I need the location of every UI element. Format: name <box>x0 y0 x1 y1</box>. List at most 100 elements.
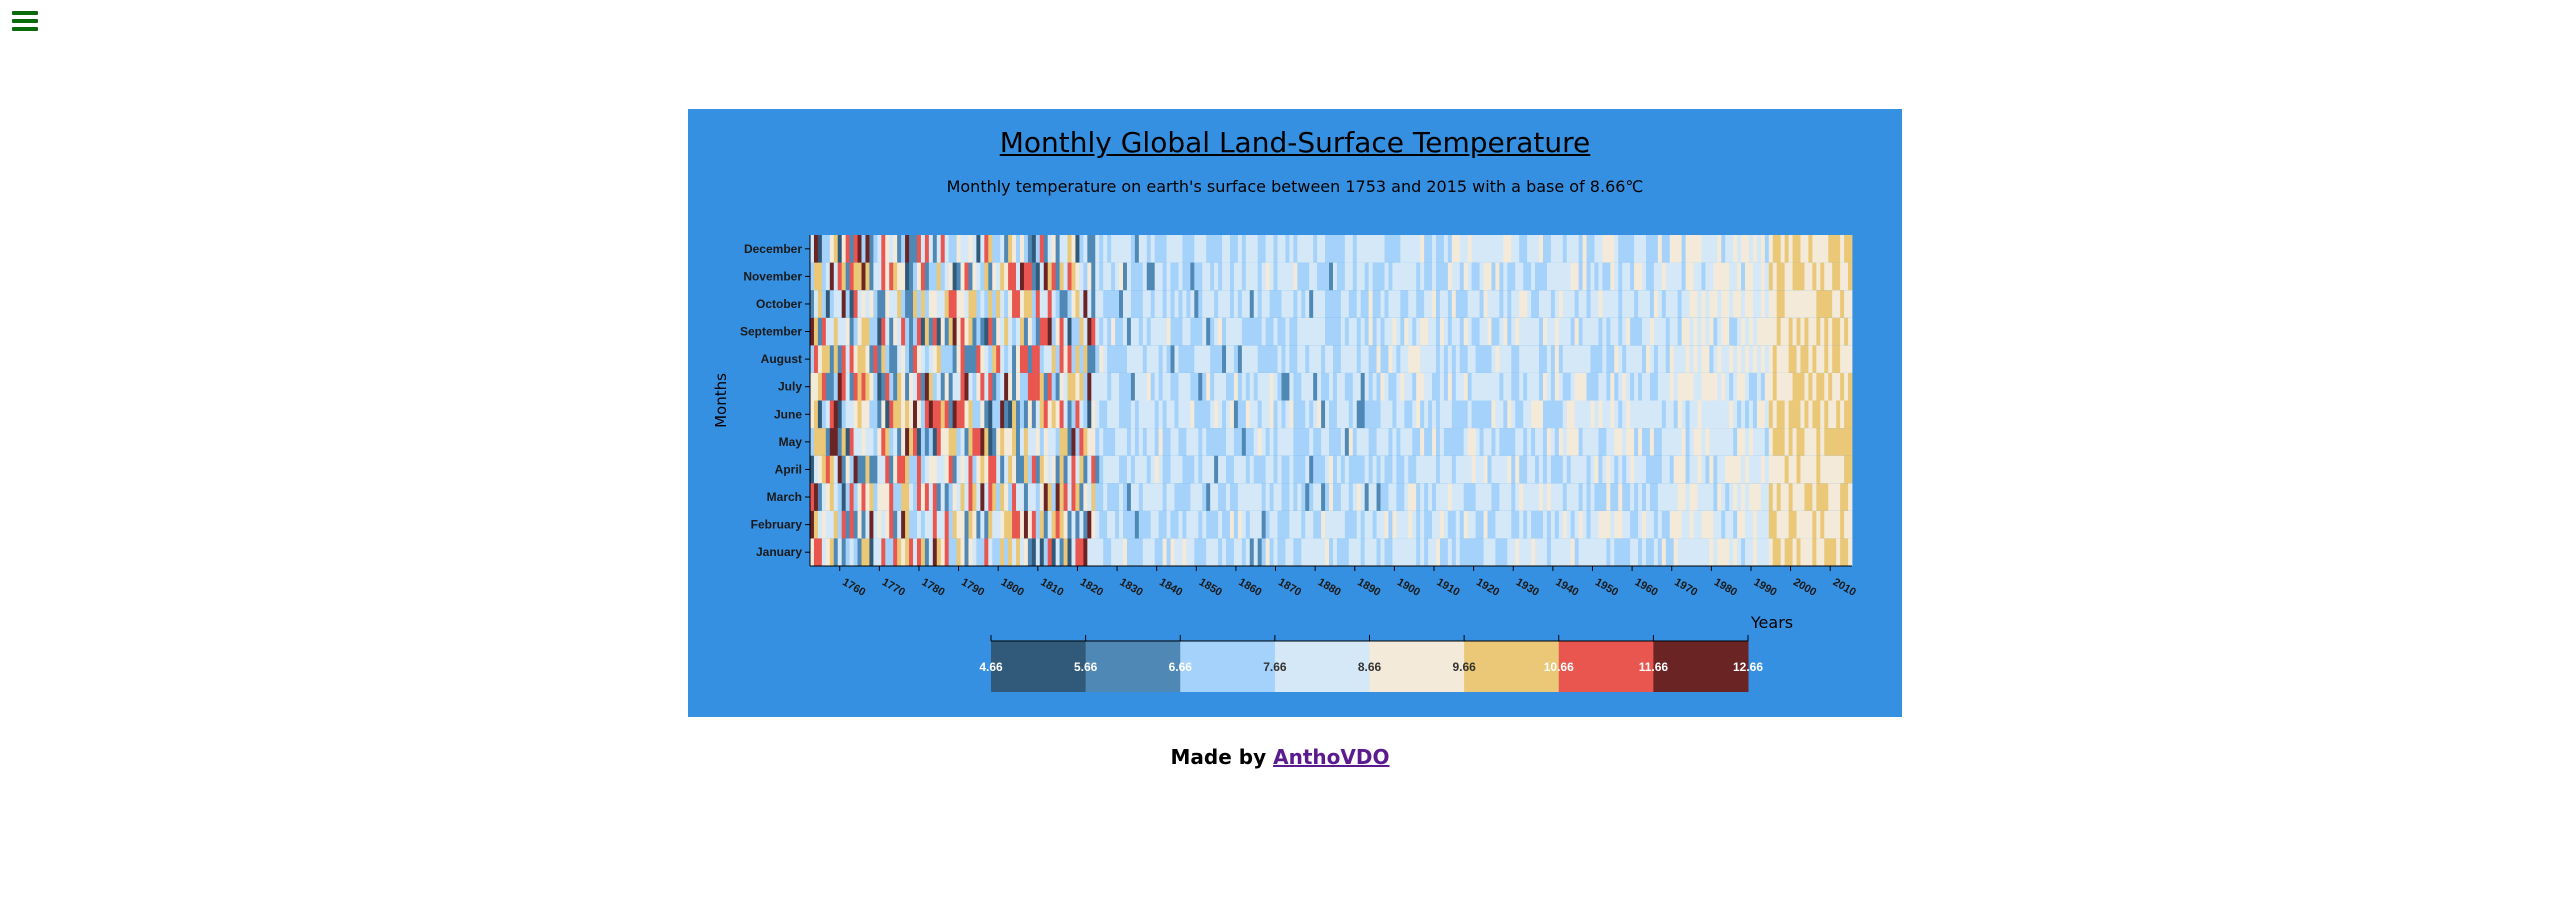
heatmap-cell <box>810 317 815 346</box>
heatmap-cell <box>1123 290 1128 318</box>
heatmap-cell <box>1158 483 1164 511</box>
heatmap-cell <box>1507 262 1512 291</box>
heatmap-cell <box>1443 510 1449 539</box>
heatmap-cell <box>1610 538 1615 566</box>
heatmap-cell <box>1055 345 1060 373</box>
heatmap-cell <box>1289 262 1294 291</box>
heatmap-cell <box>817 372 823 401</box>
heatmap-cell <box>1578 538 1583 566</box>
heatmap-cell <box>1424 483 1429 511</box>
heatmap-cell <box>976 345 981 373</box>
heatmap-cell <box>1546 290 1552 318</box>
heatmap-cell <box>869 455 874 484</box>
heatmap-cell <box>1202 400 1207 429</box>
heatmap-cell <box>1313 538 1318 566</box>
heatmap-cell <box>1737 372 1742 401</box>
heatmap-cell <box>865 510 870 539</box>
heatmap-cell <box>1265 235 1270 263</box>
heatmap-cell <box>996 455 1001 484</box>
x-tick-label: 1830 <box>1118 576 1145 599</box>
heatmap-cell <box>901 455 906 484</box>
heatmap-cell <box>1063 345 1068 373</box>
heatmap-cell <box>1396 510 1401 539</box>
heatmap-cell <box>1150 372 1156 401</box>
heatmap-cell <box>1123 455 1128 484</box>
heatmap-cell <box>1531 510 1536 539</box>
heatmap-cell <box>1380 372 1385 401</box>
heatmap-cell <box>1404 262 1409 291</box>
heatmap-cell <box>1190 510 1195 539</box>
heatmap-cell <box>1202 428 1207 456</box>
legend-tick-label: 7.66 <box>1263 660 1287 674</box>
heatmap-cell <box>861 372 866 401</box>
author-link[interactable]: AnthoVDO <box>1273 745 1390 769</box>
heatmap-cell <box>1182 483 1187 511</box>
heatmap-cell <box>873 510 878 539</box>
heatmap-cell <box>1697 290 1702 318</box>
heatmap-cell <box>1657 455 1663 484</box>
heatmap-cell <box>810 455 815 484</box>
heatmap-cell <box>1745 400 1750 429</box>
heatmap-cell <box>1760 455 1766 484</box>
heatmap-cell <box>1424 262 1429 291</box>
heatmap-cell <box>1828 290 1833 318</box>
heatmap-cell <box>1435 483 1441 511</box>
heatmap-cell <box>1150 510 1156 539</box>
heatmap-cell <box>1099 262 1104 291</box>
heatmap-cell <box>1515 262 1520 291</box>
heatmap-cell <box>1273 262 1278 291</box>
heatmap-cell <box>1249 372 1255 401</box>
heatmap-cell <box>1396 317 1401 346</box>
heatmap-cell <box>1309 455 1314 484</box>
heatmap-cell <box>1123 345 1128 373</box>
heatmap-cell <box>1697 235 1702 263</box>
heatmap-cell <box>1067 538 1072 566</box>
heatmap-cell <box>1051 317 1057 346</box>
heatmap-cell <box>1150 428 1156 456</box>
heatmap-cell <box>861 290 866 318</box>
heatmap-cell <box>988 538 993 566</box>
heatmap-cell <box>1130 428 1136 456</box>
legend-tick-label: 6.66 <box>1169 660 1193 674</box>
heatmap-cell <box>1832 372 1837 401</box>
heatmap-cell <box>1332 345 1338 373</box>
heatmap-cell <box>1261 538 1267 566</box>
heatmap-cell <box>1776 428 1782 456</box>
heatmap-cell <box>1507 510 1512 539</box>
heatmap-cell <box>1598 510 1603 539</box>
heatmap-cell <box>1091 538 1096 566</box>
heatmap-cell <box>1091 372 1096 401</box>
heatmap-cell <box>1634 290 1639 318</box>
heatmap-cell <box>1309 235 1314 263</box>
heatmap-cell <box>1685 262 1690 291</box>
heatmap-cell <box>1519 510 1524 539</box>
heatmap-cell <box>1546 428 1552 456</box>
heatmap-cell <box>1455 345 1461 373</box>
heatmap-cell <box>901 372 906 401</box>
heatmap-cell <box>924 538 930 566</box>
heatmap-cell <box>1515 483 1520 511</box>
heatmap-cell <box>1146 372 1152 401</box>
heatmap-cell <box>1115 262 1120 291</box>
heatmap-cell <box>940 290 946 318</box>
heatmap-cell <box>1364 510 1370 539</box>
heatmap-cell <box>1039 372 1045 401</box>
heatmap-cell <box>1701 483 1706 511</box>
chart-title: Monthly Global Land-Surface Temperature <box>999 126 1591 159</box>
hamburger-menu-icon[interactable] <box>12 11 40 35</box>
heatmap-cell <box>1416 428 1421 456</box>
heatmap-cell <box>1527 345 1532 373</box>
heatmap-cell <box>1741 372 1746 401</box>
heatmap-cell <box>905 400 910 429</box>
heatmap-cell <box>1733 262 1738 291</box>
heatmap-cell <box>861 235 866 263</box>
heatmap-cell <box>905 428 910 456</box>
heatmap-cell <box>1848 235 1853 263</box>
heatmap-cell <box>1428 235 1433 263</box>
heatmap-cell <box>996 372 1001 401</box>
heatmap-cell <box>1388 235 1393 263</box>
heatmap-cell <box>1665 510 1671 539</box>
heatmap-cell <box>1428 455 1433 484</box>
heatmap-cell <box>1170 235 1175 263</box>
heatmap-cell <box>1772 483 1778 511</box>
